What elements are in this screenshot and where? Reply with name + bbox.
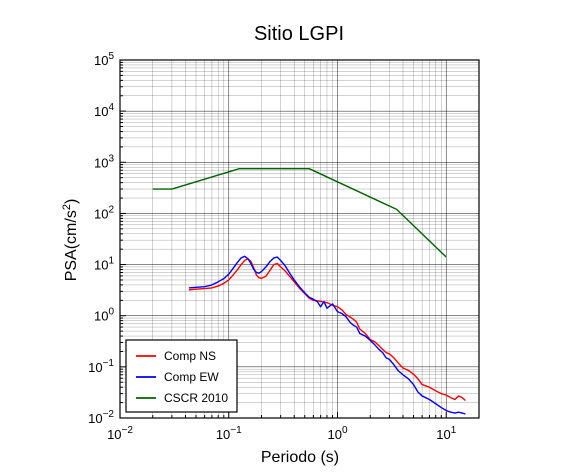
y-tick-label: 100 (94, 307, 114, 324)
legend-label-cscr: CSCR 2010 (164, 391, 228, 405)
y-tick-label: 105 (94, 51, 114, 68)
y-tick-label-base: 10 (94, 104, 108, 119)
y-tick-label-exponent: 1 (108, 256, 114, 267)
y-tick-label-base: 10 (94, 258, 108, 273)
x-tick-label-exponent: −1 (230, 425, 242, 436)
series-line-comp-ew (188, 255, 466, 415)
y-tick-label-base: 10 (94, 155, 108, 170)
y-tick-label-exponent: 2 (108, 204, 114, 215)
y-tick-label-base: 10 (94, 53, 108, 68)
chart-title: Sitio LGPI (254, 23, 344, 45)
y-axis-label-end: ) (63, 199, 80, 204)
x-tick-label-exponent: 0 (342, 425, 348, 436)
x-tick-label-base: 10 (216, 427, 230, 442)
plot-frame (119, 59, 480, 419)
x-tick-label-exponent: −2 (122, 425, 134, 436)
x-tick-label-base: 10 (436, 427, 450, 442)
series-line-cscr-2010 (152, 167, 447, 258)
y-tick-label-base: 10 (94, 206, 108, 221)
series-lines (152, 167, 466, 415)
y-tick-label-exponent: −2 (103, 409, 115, 420)
y-axis-label-superscript: 2 (61, 204, 73, 210)
legend: Comp NS Comp EW CSCR 2010 (125, 339, 238, 413)
y-tick-label-exponent: 0 (108, 307, 114, 318)
y-tick-label: 104 (94, 102, 114, 119)
y-axis-label-base: PSA(cm/s (63, 210, 80, 281)
legend-label-ns: Comp NS (164, 349, 216, 363)
y-tick-label-base: 10 (88, 411, 102, 426)
legend-box (125, 339, 238, 413)
y-tick-label: 101 (94, 256, 114, 273)
y-tick-label: 102 (94, 204, 114, 221)
y-tick-label-exponent: 4 (108, 102, 114, 113)
y-tick-label-exponent: 5 (108, 51, 114, 62)
x-tick-label-base: 10 (327, 427, 341, 442)
legend-label-ew: Comp EW (164, 370, 219, 384)
series-line-comp-ns (188, 258, 466, 402)
x-tick-label: 10−1 (216, 425, 242, 442)
axis-ticks (119, 59, 480, 419)
grid (119, 59, 480, 419)
x-tick-label: 101 (436, 425, 456, 442)
y-tick-label: 10−2 (88, 409, 114, 426)
y-tick-label: 10−1 (88, 358, 114, 375)
x-axis-label: Periodo (s) (261, 449, 339, 466)
x-tick-label: 10−2 (107, 425, 133, 442)
y-axis-label: PSA(cm/s2) (61, 199, 80, 282)
x-tick-label: 100 (327, 425, 347, 442)
x-tick-label-base: 10 (107, 427, 121, 442)
x-tick-labels: 10−2 10−1 100 101 (107, 425, 457, 442)
y-tick-label: 103 (94, 153, 114, 170)
x-tick-label-exponent: 1 (451, 425, 457, 436)
y-tick-label-base: 10 (88, 360, 102, 375)
y-tick-label-exponent: −1 (103, 358, 115, 369)
y-tick-label-exponent: 3 (108, 153, 114, 164)
y-tick-label-base: 10 (94, 309, 108, 324)
